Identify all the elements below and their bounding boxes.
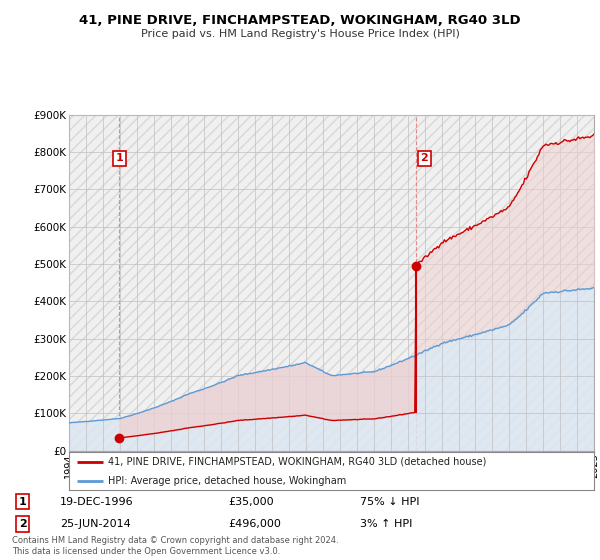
Text: Contains HM Land Registry data © Crown copyright and database right 2024.
This d: Contains HM Land Registry data © Crown c… [12,536,338,556]
Text: £35,000: £35,000 [228,497,274,507]
Text: 19-DEC-1996: 19-DEC-1996 [60,497,134,507]
Text: 1: 1 [115,153,123,164]
Text: 41, PINE DRIVE, FINCHAMPSTEAD, WOKINGHAM, RG40 3LD: 41, PINE DRIVE, FINCHAMPSTEAD, WOKINGHAM… [79,14,521,27]
Text: £496,000: £496,000 [228,519,281,529]
Text: 3% ↑ HPI: 3% ↑ HPI [360,519,412,529]
Text: 2: 2 [421,153,428,164]
Text: 25-JUN-2014: 25-JUN-2014 [60,519,131,529]
Text: 75% ↓ HPI: 75% ↓ HPI [360,497,419,507]
Text: Price paid vs. HM Land Registry's House Price Index (HPI): Price paid vs. HM Land Registry's House … [140,29,460,39]
Text: 2: 2 [19,519,26,529]
Text: HPI: Average price, detached house, Wokingham: HPI: Average price, detached house, Woki… [109,475,347,486]
Text: 1: 1 [19,497,26,507]
Text: 41, PINE DRIVE, FINCHAMPSTEAD, WOKINGHAM, RG40 3LD (detached house): 41, PINE DRIVE, FINCHAMPSTEAD, WOKINGHAM… [109,457,487,467]
